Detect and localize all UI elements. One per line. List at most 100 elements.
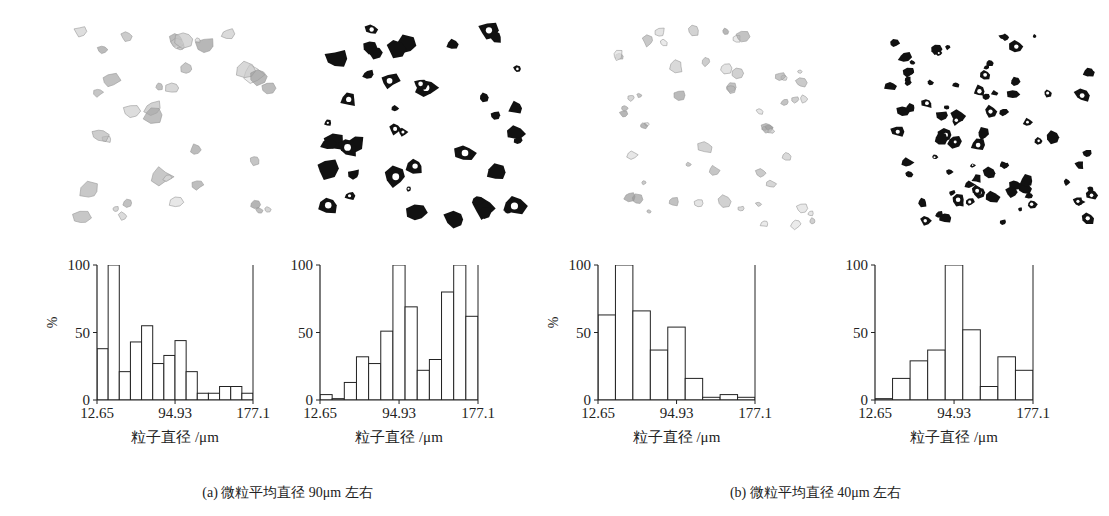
- particle: [782, 153, 791, 161]
- particle: [781, 99, 789, 105]
- bar: [108, 265, 119, 400]
- particle: [365, 25, 379, 34]
- x-tick: [478, 400, 479, 404]
- bar: [454, 265, 466, 400]
- particle: [627, 151, 639, 159]
- particle: [318, 198, 337, 214]
- bar: [97, 349, 108, 400]
- particle: [947, 136, 962, 149]
- particle: [80, 181, 98, 197]
- particle: [480, 93, 489, 103]
- particle: [732, 68, 744, 79]
- y-tick: [594, 265, 598, 266]
- bar: [405, 307, 417, 400]
- particle: [983, 166, 996, 178]
- particle-core: [1076, 200, 1079, 203]
- bar: [208, 393, 219, 400]
- bar: [429, 360, 441, 401]
- y-axis-title: %: [546, 316, 561, 328]
- particle: [221, 29, 235, 39]
- particle: [503, 196, 528, 214]
- particle: [655, 28, 664, 36]
- caption: (a) 微粒平均直径 90μm 左右: [202, 485, 372, 501]
- bar: [393, 265, 405, 400]
- particle: [491, 112, 501, 120]
- particle: [945, 45, 950, 50]
- bars: [320, 265, 478, 400]
- particle: [928, 80, 934, 86]
- particle: [1000, 220, 1006, 226]
- particle: [624, 193, 635, 202]
- bar: [650, 350, 667, 400]
- particle: [121, 32, 132, 42]
- particle: [143, 108, 162, 124]
- particle: [965, 181, 976, 188]
- x-tick-label: 94.93: [382, 405, 416, 421]
- particle: [151, 167, 174, 186]
- particle-image: [614, 25, 815, 230]
- bar: [220, 387, 231, 401]
- x-tick: [1033, 400, 1034, 404]
- particle: [910, 60, 916, 65]
- y-tick-label: 50: [576, 325, 591, 341]
- particle: [755, 202, 761, 206]
- particle: [614, 50, 622, 60]
- bar: [197, 393, 208, 400]
- y-tick: [594, 400, 598, 401]
- particle: [736, 31, 750, 41]
- particle-image: [318, 23, 528, 229]
- x-tick-label: 94.93: [158, 405, 192, 421]
- y-tick: [316, 332, 320, 333]
- bar: [980, 387, 998, 401]
- particle-core: [1086, 216, 1090, 220]
- bar: [381, 331, 393, 400]
- histogram-panel: 05010012.6594.93177.1粒子直径 /μm%: [45, 257, 270, 445]
- particle-core: [896, 130, 900, 134]
- particle: [986, 191, 1001, 203]
- particle: [156, 83, 163, 90]
- particle: [810, 218, 815, 224]
- y-tick: [871, 400, 875, 401]
- particle: [952, 83, 959, 88]
- caption: (b) 微粒平均直径 40μm 左右: [730, 485, 901, 501]
- particle: [660, 39, 667, 45]
- particle: [338, 139, 356, 156]
- figure: 05010012.6594.93177.1粒子直径 /μm% 05010012.6…: [0, 0, 1109, 516]
- particle: [265, 207, 271, 212]
- x-tick: [253, 400, 254, 404]
- bar: [466, 316, 478, 400]
- particle: [986, 60, 994, 66]
- particle-core: [344, 144, 351, 151]
- particle: [73, 211, 92, 222]
- bar: [442, 292, 454, 400]
- bar: [615, 265, 632, 400]
- particle: [262, 83, 276, 94]
- particle: [921, 99, 931, 108]
- bar: [928, 350, 946, 400]
- particle: [642, 35, 652, 47]
- particle-core: [954, 140, 957, 143]
- particle: [1045, 90, 1052, 98]
- x-tick-label: 12.65: [581, 405, 615, 421]
- particle-core: [516, 68, 519, 71]
- particle: [320, 139, 337, 149]
- particle: [348, 170, 359, 180]
- particle: [723, 28, 729, 34]
- particle: [756, 109, 763, 115]
- histogram-panel: 05010012.6594.93177.1粒子直径 /μm: [846, 257, 1050, 445]
- particle: [1033, 34, 1037, 38]
- particle-core: [968, 200, 971, 203]
- particle: [94, 89, 104, 97]
- bar: [164, 355, 175, 400]
- particle: [1082, 213, 1094, 225]
- particle: [647, 210, 651, 213]
- particle: [905, 80, 912, 86]
- particle: [113, 207, 118, 212]
- particle: [755, 169, 766, 178]
- bar: [417, 370, 429, 400]
- x-tick-label: 94.93: [937, 405, 971, 421]
- particle: [808, 211, 813, 216]
- particle: [175, 33, 193, 49]
- x-axis-title: 粒子直径 /μm: [633, 429, 721, 445]
- particle: [628, 96, 634, 102]
